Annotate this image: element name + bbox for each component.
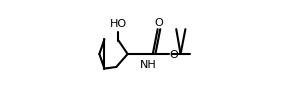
Text: HO: HO xyxy=(110,19,127,29)
Text: O: O xyxy=(169,50,178,60)
Text: NH: NH xyxy=(140,60,156,70)
Text: O: O xyxy=(154,17,163,28)
